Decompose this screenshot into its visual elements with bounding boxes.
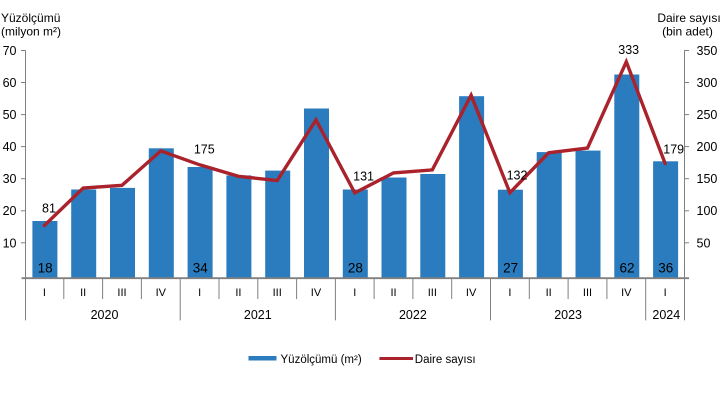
svg-text:200: 200 <box>697 140 718 154</box>
svg-text:36: 36 <box>658 260 673 275</box>
svg-text:IV: IV <box>156 287 167 299</box>
svg-text:III: III <box>117 287 126 299</box>
svg-text:100: 100 <box>697 204 718 218</box>
svg-text:28: 28 <box>348 260 363 275</box>
svg-text:179: 179 <box>663 143 684 157</box>
svg-text:II: II <box>235 287 241 299</box>
svg-text:131: 131 <box>353 170 374 184</box>
svg-text:(bin adet): (bin adet) <box>662 24 713 38</box>
svg-text:IV: IV <box>466 287 477 299</box>
svg-text:I: I <box>198 287 201 299</box>
svg-text:27: 27 <box>503 260 518 275</box>
svg-text:II: II <box>390 287 396 299</box>
svg-text:350: 350 <box>697 44 718 58</box>
svg-text:2022: 2022 <box>399 308 427 322</box>
svg-text:Yüzölçümü: Yüzölçümü <box>1 11 60 25</box>
svg-text:70: 70 <box>3 44 17 58</box>
svg-text:175: 175 <box>194 143 215 157</box>
svg-text:Daire sayısı: Daire sayısı <box>657 11 720 25</box>
svg-text:20: 20 <box>3 204 17 218</box>
svg-text:I: I <box>353 287 356 299</box>
svg-text:40: 40 <box>3 140 17 154</box>
svg-text:300: 300 <box>697 76 718 90</box>
svg-text:II: II <box>546 287 552 299</box>
svg-text:10: 10 <box>3 236 17 250</box>
svg-text:II: II <box>80 287 86 299</box>
svg-text:150: 150 <box>697 172 718 186</box>
svg-text:IV: IV <box>621 287 632 299</box>
svg-text:Yüzölçümü (m²): Yüzölçümü (m²) <box>281 354 362 366</box>
svg-text:62: 62 <box>619 260 634 275</box>
svg-text:132: 132 <box>507 169 528 183</box>
svg-text:2023: 2023 <box>554 308 582 322</box>
svg-text:III: III <box>428 287 437 299</box>
svg-text:2021: 2021 <box>244 308 272 322</box>
svg-text:IV: IV <box>311 287 322 299</box>
svg-text:81: 81 <box>42 201 56 215</box>
svg-text:250: 250 <box>697 108 718 122</box>
svg-text:(milyon m²): (milyon m²) <box>1 25 61 39</box>
svg-text:2024: 2024 <box>652 308 680 322</box>
svg-text:50: 50 <box>3 108 17 122</box>
svg-text:18: 18 <box>38 260 53 275</box>
svg-text:III: III <box>583 287 592 299</box>
svg-text:30: 30 <box>3 172 17 186</box>
svg-text:50: 50 <box>697 236 711 250</box>
svg-text:60: 60 <box>3 76 17 90</box>
svg-text:2020: 2020 <box>91 308 119 322</box>
svg-text:Daire sayısı: Daire sayısı <box>415 354 476 366</box>
svg-text:333: 333 <box>618 43 639 57</box>
svg-text:I: I <box>508 287 511 299</box>
svg-text:III: III <box>273 287 282 299</box>
svg-text:I: I <box>43 287 46 299</box>
svg-text:34: 34 <box>193 260 209 275</box>
svg-text:I: I <box>664 287 667 299</box>
